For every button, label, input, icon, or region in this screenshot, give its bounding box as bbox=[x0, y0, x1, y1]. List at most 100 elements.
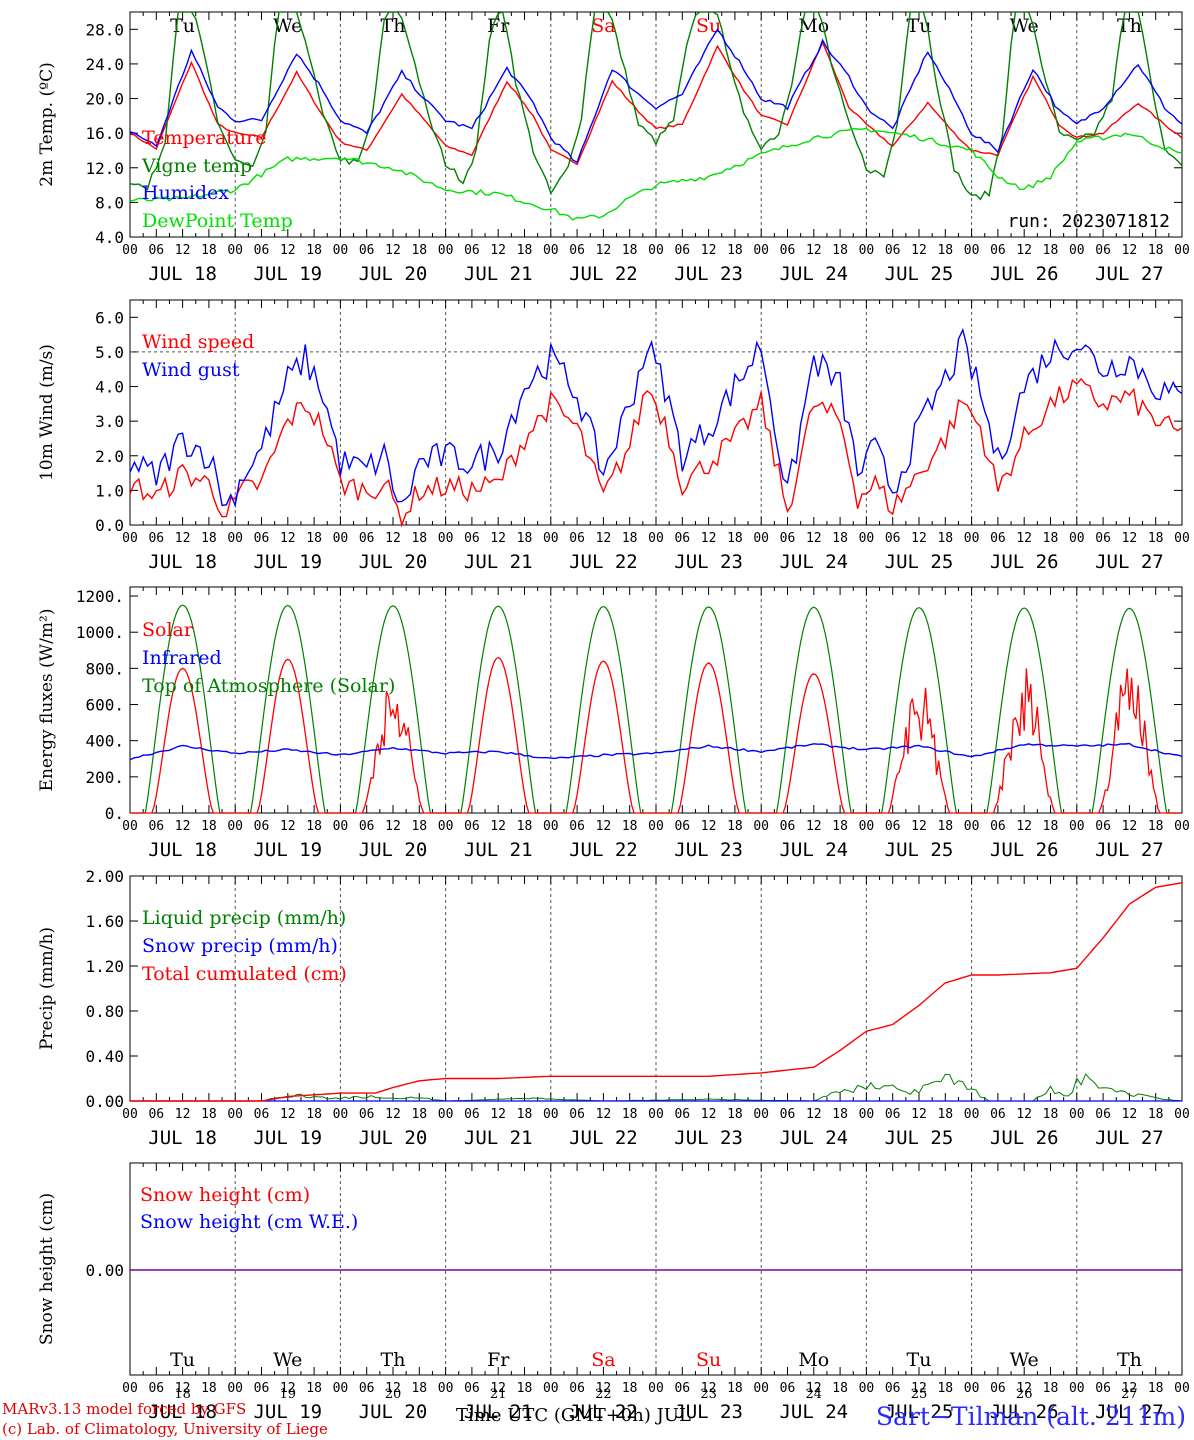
y-tick-label: 0. bbox=[105, 804, 124, 823]
day-date-label: JUL 19 bbox=[253, 263, 322, 285]
y-tick-label: 4.0 bbox=[95, 228, 124, 247]
day-date-label: JUL 26 bbox=[990, 839, 1059, 861]
day-date-label: JUL 27 bbox=[1095, 263, 1164, 285]
day-date-label: JUL 23 bbox=[674, 839, 743, 861]
day-number-label: 27 bbox=[1121, 1387, 1138, 1402]
hour-tick-label: 18 bbox=[1043, 1107, 1059, 1122]
hour-tick-label: 00 bbox=[753, 1381, 769, 1396]
series-temperature bbox=[130, 40, 1182, 166]
hour-tick-label: 06 bbox=[990, 531, 1006, 546]
weekday-label: We bbox=[1010, 1349, 1039, 1371]
day-date-label: JUL 21 bbox=[464, 551, 533, 573]
day-date-label: JUL 23 bbox=[674, 1401, 743, 1423]
legend-entry: Snow height (cm W.E.) bbox=[140, 1211, 358, 1233]
hour-tick-label: 18 bbox=[937, 1107, 953, 1122]
day-date-label: JUL 19 bbox=[253, 839, 322, 861]
hour-tick-label: 12 bbox=[175, 531, 191, 546]
y-tick-label: 0.40 bbox=[85, 1047, 124, 1066]
day-number-label: 22 bbox=[595, 1387, 612, 1402]
hour-tick-label: 12 bbox=[911, 531, 927, 546]
hour-tick-label: 12 bbox=[385, 1107, 401, 1122]
hour-tick-label: 18 bbox=[411, 531, 427, 546]
day-number-label: 26 bbox=[1016, 1387, 1033, 1402]
hour-tick-label: 00 bbox=[1069, 243, 1085, 258]
hour-tick-label: 18 bbox=[1148, 531, 1164, 546]
hour-tick-label: 00 bbox=[859, 819, 875, 834]
hour-tick-label: 18 bbox=[832, 819, 848, 834]
hour-tick-label: 18 bbox=[517, 531, 533, 546]
y-tick-label: 0.00 bbox=[85, 1092, 124, 1111]
series-vigne-temp bbox=[130, 12, 1182, 201]
hour-tick-label: 06 bbox=[1095, 531, 1111, 546]
hour-tick-label: 18 bbox=[1043, 819, 1059, 834]
hour-tick-label: 18 bbox=[622, 1107, 638, 1122]
hour-tick-label: 18 bbox=[517, 819, 533, 834]
weekday-label: Sa bbox=[591, 15, 615, 37]
hour-tick-label: 00 bbox=[648, 243, 664, 258]
hour-tick-label: 12 bbox=[490, 243, 506, 258]
hour-tick-label: 06 bbox=[569, 1107, 585, 1122]
hour-tick-label: 12 bbox=[596, 531, 612, 546]
hour-tick-label: 06 bbox=[780, 819, 796, 834]
hour-tick-label: 00 bbox=[122, 243, 138, 258]
day-date-label: JUL 21 bbox=[464, 839, 533, 861]
day-date-label: JUL 21 bbox=[464, 1127, 533, 1149]
hour-tick-label: 06 bbox=[1095, 1381, 1111, 1396]
hour-tick-label: 12 bbox=[280, 819, 296, 834]
hour-tick-label: 00 bbox=[964, 1381, 980, 1396]
hour-tick-label: 00 bbox=[753, 243, 769, 258]
hour-tick-label: 12 bbox=[1122, 1107, 1138, 1122]
y-tick-label: 1.20 bbox=[85, 957, 124, 976]
day-number-label: 25 bbox=[911, 1387, 928, 1402]
hour-tick-label: 06 bbox=[780, 243, 796, 258]
day-date-label: JUL 18 bbox=[148, 1401, 217, 1423]
day-date-label: JUL 21 bbox=[464, 263, 533, 285]
hour-tick-label: 18 bbox=[201, 243, 217, 258]
day-number-label: 20 bbox=[385, 1387, 402, 1402]
hour-tick-label: 12 bbox=[175, 1107, 191, 1122]
y-tick-label: 0.00 bbox=[85, 1261, 124, 1280]
day-date-label: JUL 26 bbox=[990, 1401, 1059, 1423]
legend-entry: Humidex bbox=[142, 182, 229, 204]
hour-tick-label: 06 bbox=[254, 531, 270, 546]
run-label: run: 2023071812 bbox=[1007, 211, 1170, 232]
hour-tick-label: 06 bbox=[359, 1107, 375, 1122]
hour-tick-label: 12 bbox=[911, 1107, 927, 1122]
hour-tick-label: 00 bbox=[333, 819, 349, 834]
hour-tick-label: 00 bbox=[964, 531, 980, 546]
hour-tick-label: 00 bbox=[648, 1381, 664, 1396]
day-date-label: JUL 23 bbox=[674, 263, 743, 285]
hour-tick-label: 00 bbox=[227, 243, 243, 258]
day-date-label: JUL 27 bbox=[1095, 1127, 1164, 1149]
hour-tick-label: 00 bbox=[543, 1107, 559, 1122]
y-axis-label: Precip (mm/h) bbox=[37, 927, 57, 1050]
hour-tick-label: 12 bbox=[1122, 819, 1138, 834]
hour-tick-label: 06 bbox=[254, 819, 270, 834]
weekday-label: Sa bbox=[591, 1349, 615, 1371]
y-tick-label: 2.00 bbox=[85, 867, 124, 886]
hour-tick-label: 00 bbox=[753, 819, 769, 834]
hour-tick-label: 12 bbox=[596, 819, 612, 834]
y-tick-label: 8.0 bbox=[95, 193, 124, 212]
hour-tick-label: 00 bbox=[122, 531, 138, 546]
y-tick-label: 12.0 bbox=[85, 159, 124, 178]
hour-tick-label: 06 bbox=[359, 1381, 375, 1396]
legend-entry: Liquid precip (mm/h) bbox=[142, 907, 346, 929]
hour-tick-label: 06 bbox=[254, 1107, 270, 1122]
hour-tick-label: 00 bbox=[227, 531, 243, 546]
day-date-label: JUL 22 bbox=[569, 263, 638, 285]
hour-tick-label: 18 bbox=[832, 531, 848, 546]
hour-tick-label: 12 bbox=[490, 1381, 506, 1396]
day-number-label: 21 bbox=[490, 1387, 507, 1402]
hour-tick-label: 18 bbox=[201, 531, 217, 546]
model-credit: MARv3.13 model forced by GFS bbox=[2, 1400, 247, 1418]
legend-entry: Snow height (cm) bbox=[140, 1184, 310, 1206]
hour-tick-label: 06 bbox=[674, 243, 690, 258]
day-date-label: JUL 22 bbox=[569, 1127, 638, 1149]
series-wind-gust bbox=[129, 327, 1183, 508]
hour-tick-label: 18 bbox=[727, 1107, 743, 1122]
hour-tick-label: 18 bbox=[727, 243, 743, 258]
hour-tick-label: 00 bbox=[753, 1107, 769, 1122]
weekday-label: Su bbox=[696, 1349, 721, 1371]
weekday-label: Tu bbox=[170, 15, 195, 37]
